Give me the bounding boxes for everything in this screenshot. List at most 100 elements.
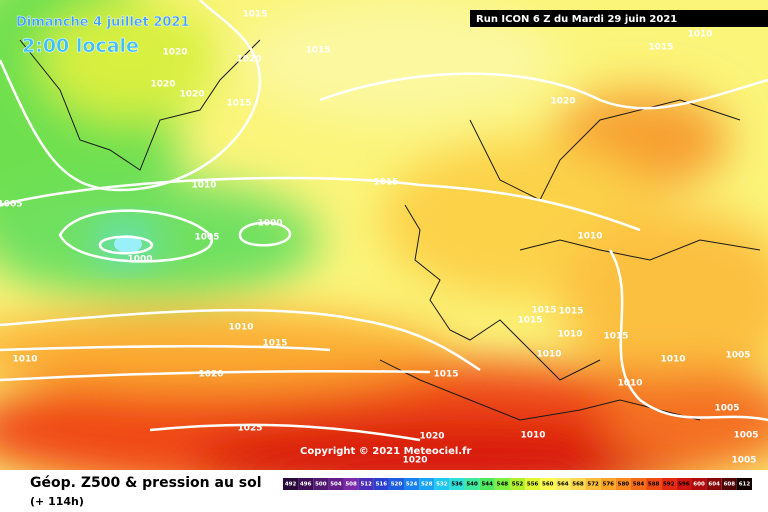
- scale-label: 572: [587, 482, 599, 488]
- isobar-label: 1025: [237, 424, 262, 434]
- scale-label: 540: [466, 482, 478, 488]
- scale-swatch: [736, 478, 752, 490]
- scale-label: 536: [451, 482, 463, 488]
- isobar-label: 1005: [731, 456, 756, 466]
- isobar-label: 1005: [733, 431, 758, 441]
- scale-label: 512: [360, 482, 372, 488]
- scale-swatch: [661, 478, 677, 490]
- scale-swatch: [434, 478, 450, 490]
- scale-swatch: [615, 478, 631, 490]
- scale-label: 604: [708, 482, 720, 488]
- scale-swatch: [600, 478, 616, 490]
- isobar-label: 1005: [0, 200, 23, 210]
- scale-label: 612: [739, 482, 751, 488]
- scale-swatch: [464, 478, 480, 490]
- isobar-label: 1010: [191, 181, 216, 191]
- isobar-label: 1015: [262, 339, 287, 349]
- footer-band: [0, 470, 768, 512]
- scale-swatch: [540, 478, 556, 490]
- isobar-label: 1015: [648, 43, 673, 53]
- isobar-label: 1020: [179, 90, 204, 100]
- isobar-label: 1020: [198, 370, 223, 380]
- scale-swatch: [646, 478, 662, 490]
- isobar-label: 1020: [550, 97, 575, 107]
- scale-label: 564: [557, 482, 569, 488]
- copyright: Copyright © 2021 Meteociel.fr: [300, 446, 471, 457]
- scale-swatch: [691, 478, 707, 490]
- run-banner: [470, 10, 768, 27]
- scale-label: 596: [678, 482, 690, 488]
- isobar-label: 1010: [577, 232, 602, 242]
- scale-label: 508: [345, 482, 357, 488]
- scale-label: 588: [648, 482, 660, 488]
- scale-label: 560: [542, 482, 554, 488]
- scale-label: 532: [436, 482, 448, 488]
- color-field: [0, 0, 768, 500]
- forecast-date: Dimanche 4 juillet 2021: [16, 15, 190, 30]
- scale-label: 584: [633, 482, 645, 488]
- scale-label: 600: [693, 482, 705, 488]
- scale-label: 500: [315, 482, 327, 488]
- isobar-label: 1020: [162, 48, 187, 58]
- scale-swatch: [343, 478, 359, 490]
- scale-label: 524: [406, 482, 418, 488]
- scale-swatch: [283, 478, 299, 490]
- scale-label: 544: [481, 482, 493, 488]
- scale-swatch: [630, 478, 647, 490]
- scale-swatch: [479, 478, 495, 490]
- scale-swatch: [449, 478, 465, 490]
- isobar-label: 1005: [714, 404, 739, 414]
- isobar-label: 1010: [687, 30, 712, 40]
- isobar-label: 1015: [373, 178, 398, 188]
- scale-swatch: [419, 478, 435, 490]
- scale-label: 516: [376, 482, 388, 488]
- scale-label: 580: [618, 482, 630, 488]
- run-info: Run ICON 6 Z du Mardi 29 juin 2021: [476, 14, 677, 25]
- scale-swatch: [404, 478, 420, 490]
- scale-swatch: [585, 478, 601, 490]
- isobar-label: 1015: [517, 316, 542, 326]
- isobar-label: 1010: [520, 431, 545, 441]
- isobar-label: 1020: [419, 432, 444, 442]
- scale-label: 608: [724, 482, 736, 488]
- scale-swatch: [509, 478, 526, 490]
- scale-swatch: [706, 478, 722, 490]
- isobar-label: 1005: [194, 233, 219, 243]
- scale-label: 552: [512, 482, 524, 488]
- scale-swatch: [570, 478, 586, 490]
- scale-swatch: [358, 478, 374, 490]
- isobar-label: 1015: [242, 10, 267, 20]
- isobar-label: 1015: [433, 370, 458, 380]
- isobar-label: 1005: [725, 351, 750, 361]
- scale-label: 548: [497, 482, 509, 488]
- scale-label: 556: [527, 482, 539, 488]
- isobar-label: 1015: [226, 99, 251, 109]
- isobars: [0, 0, 768, 442]
- scale-label: 576: [603, 482, 615, 488]
- scale-swatch: [525, 478, 541, 490]
- scale-label: 528: [421, 482, 433, 488]
- lead-time: (+ 114h): [30, 495, 84, 508]
- scale-swatch: [555, 478, 571, 490]
- scale-swatch: [494, 478, 510, 490]
- scale-label: 492: [285, 482, 297, 488]
- isobar-label: 1000: [257, 219, 282, 229]
- scale-swatch: [298, 478, 314, 490]
- isobar-label: 1010: [12, 355, 37, 365]
- scale-label: 520: [391, 482, 403, 488]
- scale-label: 496: [300, 482, 312, 488]
- scale-swatch: [373, 478, 389, 490]
- isobar-label: 1010: [660, 355, 685, 365]
- isobar-label: 1010: [536, 350, 561, 360]
- scale-swatch: [313, 478, 329, 490]
- scale-swatch: [721, 478, 737, 490]
- isobar-label: 1010: [617, 379, 642, 389]
- isobar-label: 1000: [127, 255, 152, 265]
- coastlines: [19, 39, 761, 421]
- isobar-label: 1010: [228, 323, 253, 333]
- forecast-time: 2:00 locale: [22, 35, 139, 57]
- isobar-label: 1015: [305, 46, 330, 56]
- isobar-label: 1020: [402, 456, 427, 466]
- scale-label: 568: [572, 482, 584, 488]
